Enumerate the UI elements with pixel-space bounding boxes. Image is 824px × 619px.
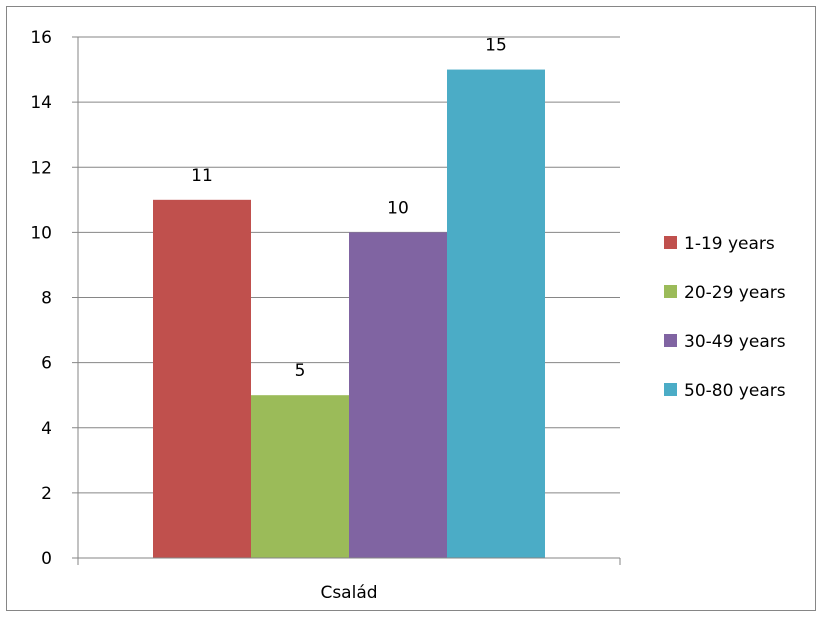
- legend-swatch: [664, 236, 677, 249]
- legend: 1-19 years 20-29 years 30-49 years 50-80 ye…: [664, 234, 786, 401]
- y-tick-label: 14: [30, 93, 52, 113]
- legend-label: 30-49 years: [684, 332, 786, 352]
- legend-label: 50-80 years: [684, 381, 786, 401]
- legend-swatch: [664, 334, 677, 347]
- bar: [251, 395, 349, 558]
- y-tick-label: 4: [41, 419, 52, 439]
- data-label: 11: [191, 166, 213, 186]
- y-tick-label: 6: [41, 354, 52, 374]
- y-axis: 0 2 4 6 8 10 12 14 16: [30, 28, 79, 569]
- x-category-label: Család: [320, 583, 377, 603]
- y-tick-label: 2: [41, 484, 52, 504]
- legend-label: 20-29 years: [684, 283, 786, 303]
- data-label: 5: [295, 361, 306, 381]
- bar: [153, 199, 251, 558]
- y-tick-label: 0: [41, 549, 52, 569]
- data-label: 10: [387, 198, 409, 218]
- bar: [349, 232, 447, 558]
- legend-label: 1-19 years: [684, 234, 775, 254]
- y-tick-label: 12: [30, 158, 52, 178]
- x-axis: Család: [77, 557, 621, 603]
- y-tick-label: 8: [41, 289, 52, 309]
- legend-swatch: [664, 285, 677, 298]
- bar: [447, 69, 545, 558]
- data-label: 15: [485, 36, 507, 56]
- y-tick-label: 10: [30, 223, 52, 243]
- legend-swatch: [664, 383, 677, 396]
- data-labels: 11 5 10 15: [191, 36, 507, 382]
- bars: [153, 69, 545, 558]
- y-tick-label: 16: [30, 28, 52, 48]
